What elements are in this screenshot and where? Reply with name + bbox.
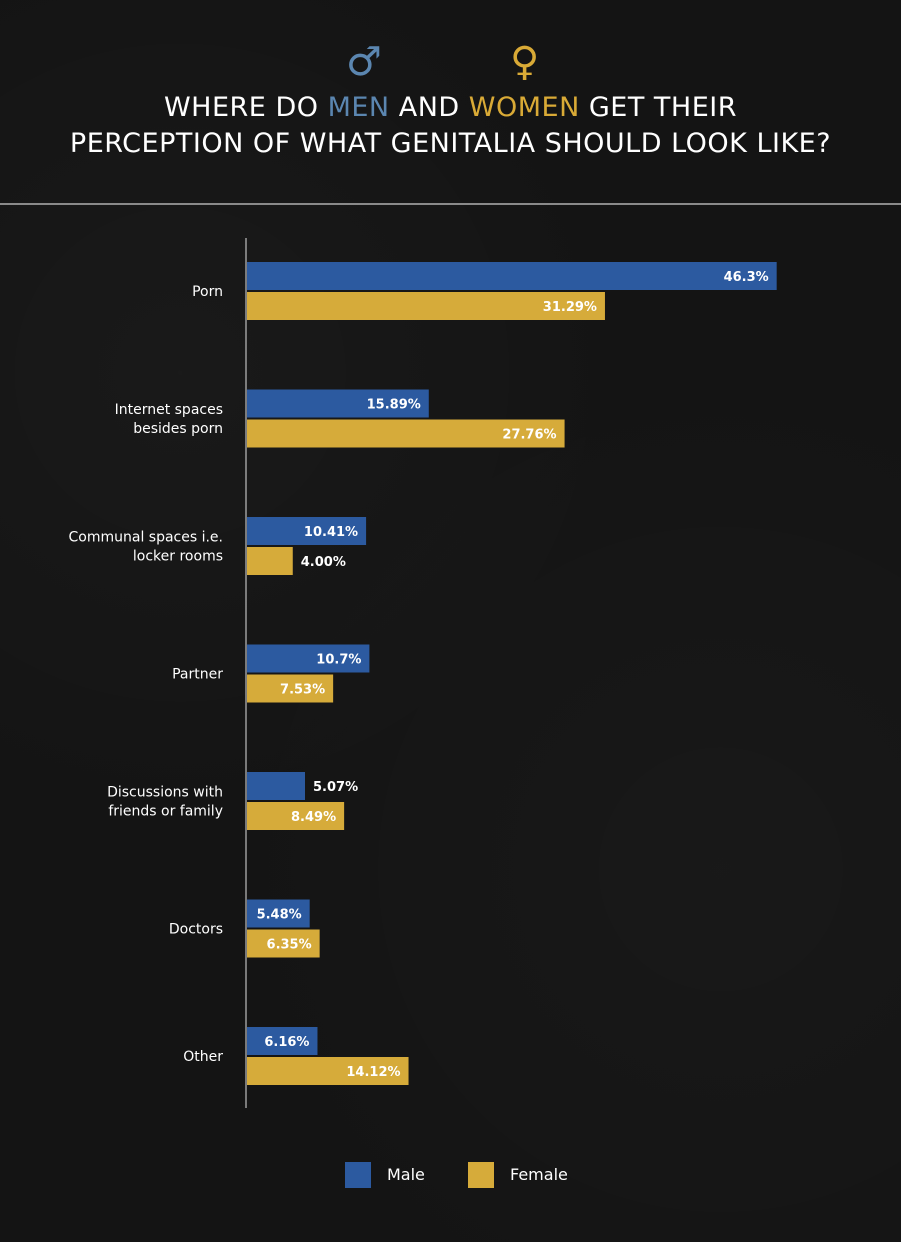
title-text: AND xyxy=(389,92,469,123)
female-symbol-icon: ♀ xyxy=(510,39,540,85)
chart-title: WHERE DO MEN AND WOMEN GET THEIR PERCEPT… xyxy=(0,90,901,162)
female-value-label: 8.49% xyxy=(291,810,336,825)
male-value-label: 10.41% xyxy=(304,525,358,540)
category-label: Discussions with xyxy=(107,785,223,801)
category-label: Doctors xyxy=(169,922,223,938)
category-label: Other xyxy=(183,1049,223,1065)
female-value-label: 4.00% xyxy=(301,555,346,570)
category-label: locker rooms xyxy=(133,549,223,565)
female-value-label: 27.76% xyxy=(502,428,556,443)
male-bar xyxy=(247,262,777,290)
female-bar xyxy=(247,419,565,448)
female-bar xyxy=(247,1057,409,1085)
female-bar xyxy=(247,674,334,703)
legend-female-swatch xyxy=(468,1162,494,1188)
bar-chart: Porn 46.3% 31.29% Internet spaces besides po… xyxy=(69,238,777,1108)
male-value-label: 15.89% xyxy=(367,398,421,413)
title-line-2: PERCEPTION OF WHAT GENITALIA SHOULD LOOK… xyxy=(69,128,832,159)
title-text: WHERE DO xyxy=(163,92,328,123)
male-bar xyxy=(247,899,310,928)
male-bar xyxy=(247,389,429,418)
category-label: Porn xyxy=(192,284,223,300)
male-bar xyxy=(247,1027,318,1055)
male-value-label: 10.7% xyxy=(316,653,361,668)
male-value-label: 5.07% xyxy=(313,780,358,795)
title-text: GET THEIR xyxy=(579,92,737,123)
male-value-label: 6.16% xyxy=(264,1035,309,1050)
female-value-label: 6.35% xyxy=(267,938,312,953)
female-value-label: 31.29% xyxy=(543,300,597,315)
female-value-label: 14.12% xyxy=(346,1065,400,1080)
category-label: friends or family xyxy=(108,804,223,820)
female-bar xyxy=(247,929,320,958)
header-divider xyxy=(0,203,901,205)
legend-female-label: Female xyxy=(510,1165,568,1184)
female-bar xyxy=(247,292,605,320)
category-label: Partner xyxy=(172,667,223,683)
title-men-word: MEN xyxy=(327,92,390,123)
chart-header: ♂ ♀ WHERE DO MEN AND WOMEN GET THEIR PER… xyxy=(0,0,901,205)
title-line-1: WHERE DO MEN AND WOMEN GET THEIR xyxy=(0,90,901,126)
gender-icons: ♂ ♀ xyxy=(0,40,901,84)
male-value-label: 5.48% xyxy=(257,908,302,923)
category-label: Internet spaces xyxy=(115,402,223,418)
male-bar xyxy=(247,772,306,800)
male-bar xyxy=(247,517,367,545)
title-women-word: WOMEN xyxy=(468,92,580,123)
male-value-label: 46.3% xyxy=(724,270,769,285)
female-bar xyxy=(247,802,345,830)
legend-male-label: Male xyxy=(387,1165,425,1184)
female-bar xyxy=(247,547,293,575)
female-value-label: 7.53% xyxy=(280,683,325,698)
chart-legend: Male Female xyxy=(0,1160,901,1190)
male-symbol-icon: ♂ xyxy=(346,39,382,85)
category-label: Communal spaces i.e. xyxy=(69,530,224,546)
category-label: besides porn xyxy=(133,421,223,437)
legend-male-swatch xyxy=(345,1162,371,1188)
male-bar xyxy=(247,644,370,673)
